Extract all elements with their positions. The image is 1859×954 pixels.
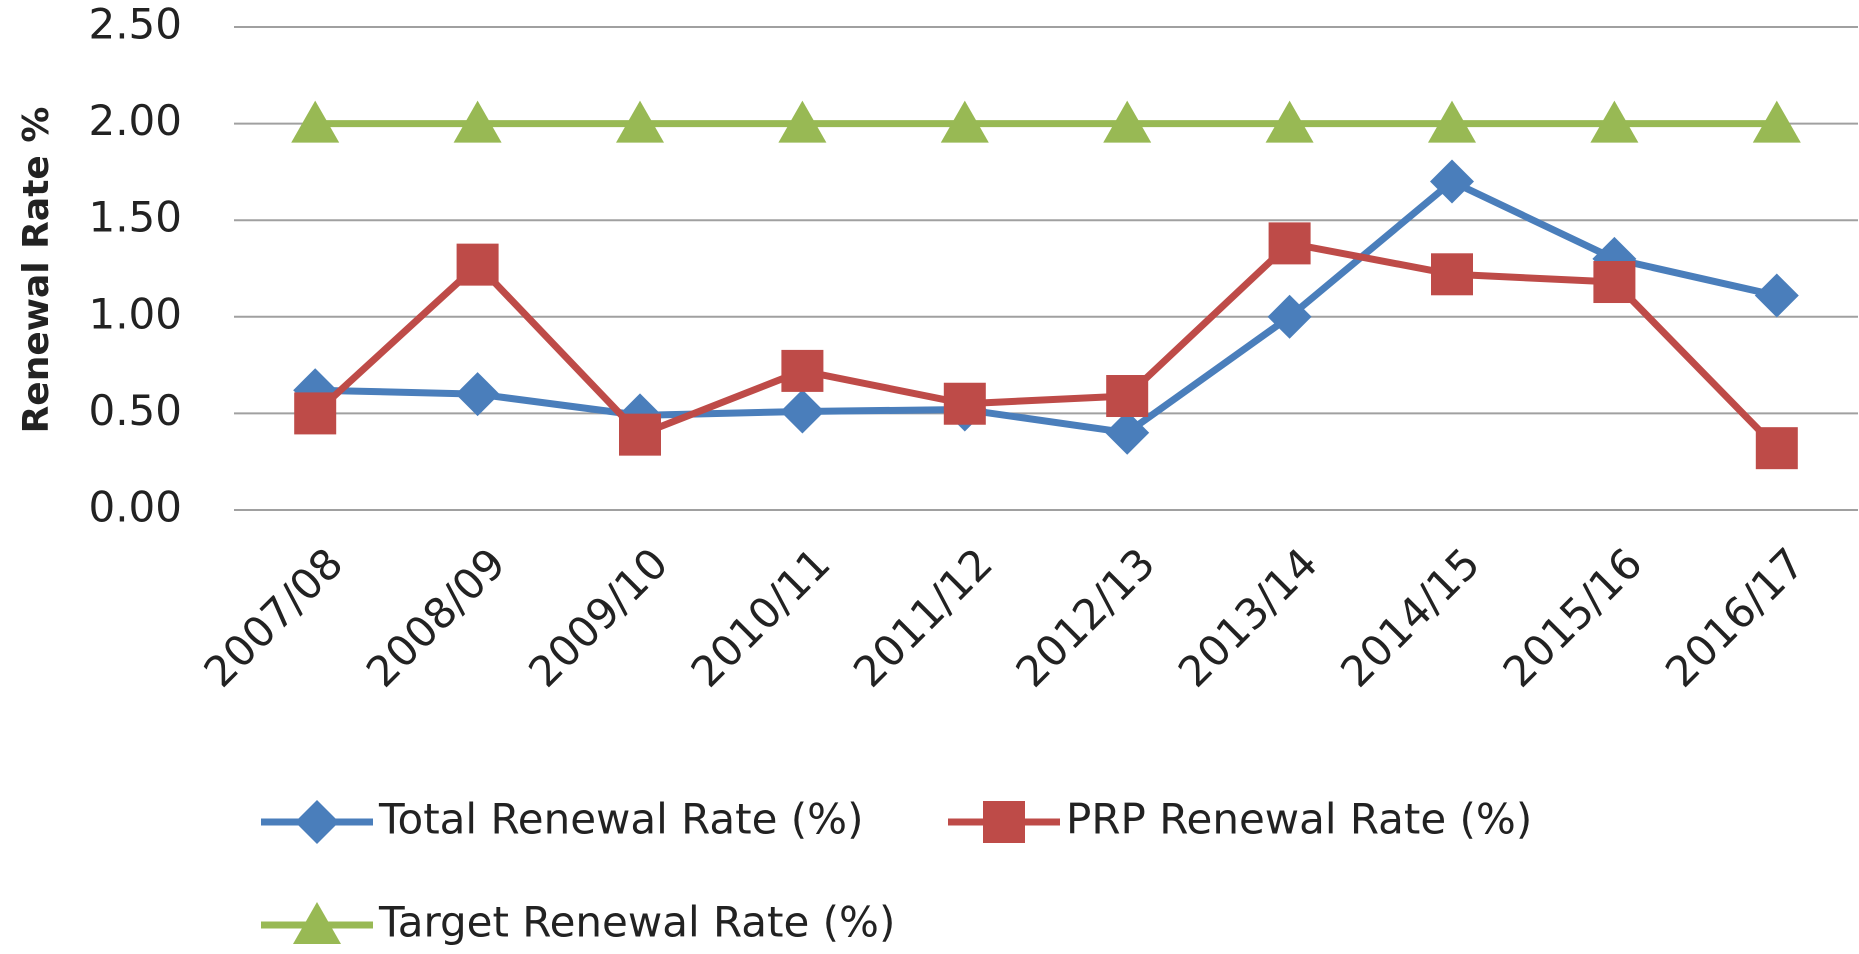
y-axis-label: Renewal Rate % — [16, 107, 57, 434]
x-tick-label: 2015/16 — [1494, 539, 1652, 697]
legend-marker — [983, 801, 1025, 843]
point — [1431, 253, 1473, 296]
point — [456, 243, 499, 286]
point — [453, 100, 502, 143]
legend-label: PRP Renewal Rate (%) — [1066, 795, 1532, 844]
x-tick-label: 2009/10 — [519, 539, 677, 697]
x-tick-label: 2012/13 — [1006, 539, 1164, 697]
x-tick-label: 2007/08 — [194, 539, 352, 697]
point — [1754, 273, 1799, 318]
point — [1265, 100, 1314, 143]
x-tick-label: 2014/15 — [1331, 539, 1489, 697]
y-tick-label: 1.00 — [88, 289, 182, 338]
legend-marker — [295, 800, 339, 844]
y-tick-label: 2.50 — [88, 0, 182, 49]
point — [1103, 100, 1152, 143]
point — [616, 100, 664, 143]
x-tick-label: 2016/17 — [1656, 539, 1814, 697]
point — [1268, 222, 1311, 265]
legend-item: PRP Renewal Rate (%) — [948, 795, 1532, 844]
legend-item: Target Renewal Rate (%) — [261, 898, 895, 947]
point — [781, 349, 824, 392]
point — [940, 100, 989, 143]
y-tick-label: 1.50 — [88, 193, 182, 242]
series-line — [315, 178, 1778, 437]
point — [1428, 100, 1476, 143]
point — [455, 372, 500, 417]
point — [1752, 100, 1801, 143]
point — [778, 100, 827, 143]
y-tick-label: 0.00 — [88, 483, 182, 532]
point — [294, 392, 337, 435]
point — [1755, 427, 1798, 470]
point — [291, 100, 340, 143]
y-tick-label: 2.00 — [88, 96, 182, 145]
point — [1267, 294, 1312, 339]
point — [780, 389, 825, 434]
point — [619, 413, 661, 456]
point — [1590, 100, 1639, 143]
x-tick-label: 2010/11 — [682, 539, 840, 697]
x-tick-label: 2008/09 — [357, 539, 515, 697]
x-tick-label: 2011/12 — [844, 539, 1002, 697]
series-line — [312, 239, 1780, 451]
point — [1593, 261, 1636, 304]
legend-marker — [293, 902, 341, 944]
point — [943, 382, 986, 425]
legend-label: Total Renewal Rate (%) — [378, 795, 863, 844]
y-tick-label: 0.50 — [88, 386, 182, 435]
point — [1105, 410, 1150, 455]
point — [1106, 375, 1149, 418]
legend-item: Total Renewal Rate (%) — [261, 795, 863, 844]
legend-label: Target Renewal Rate (%) — [378, 898, 895, 947]
point — [1430, 159, 1474, 204]
x-tick-label: 2013/14 — [1169, 539, 1327, 697]
